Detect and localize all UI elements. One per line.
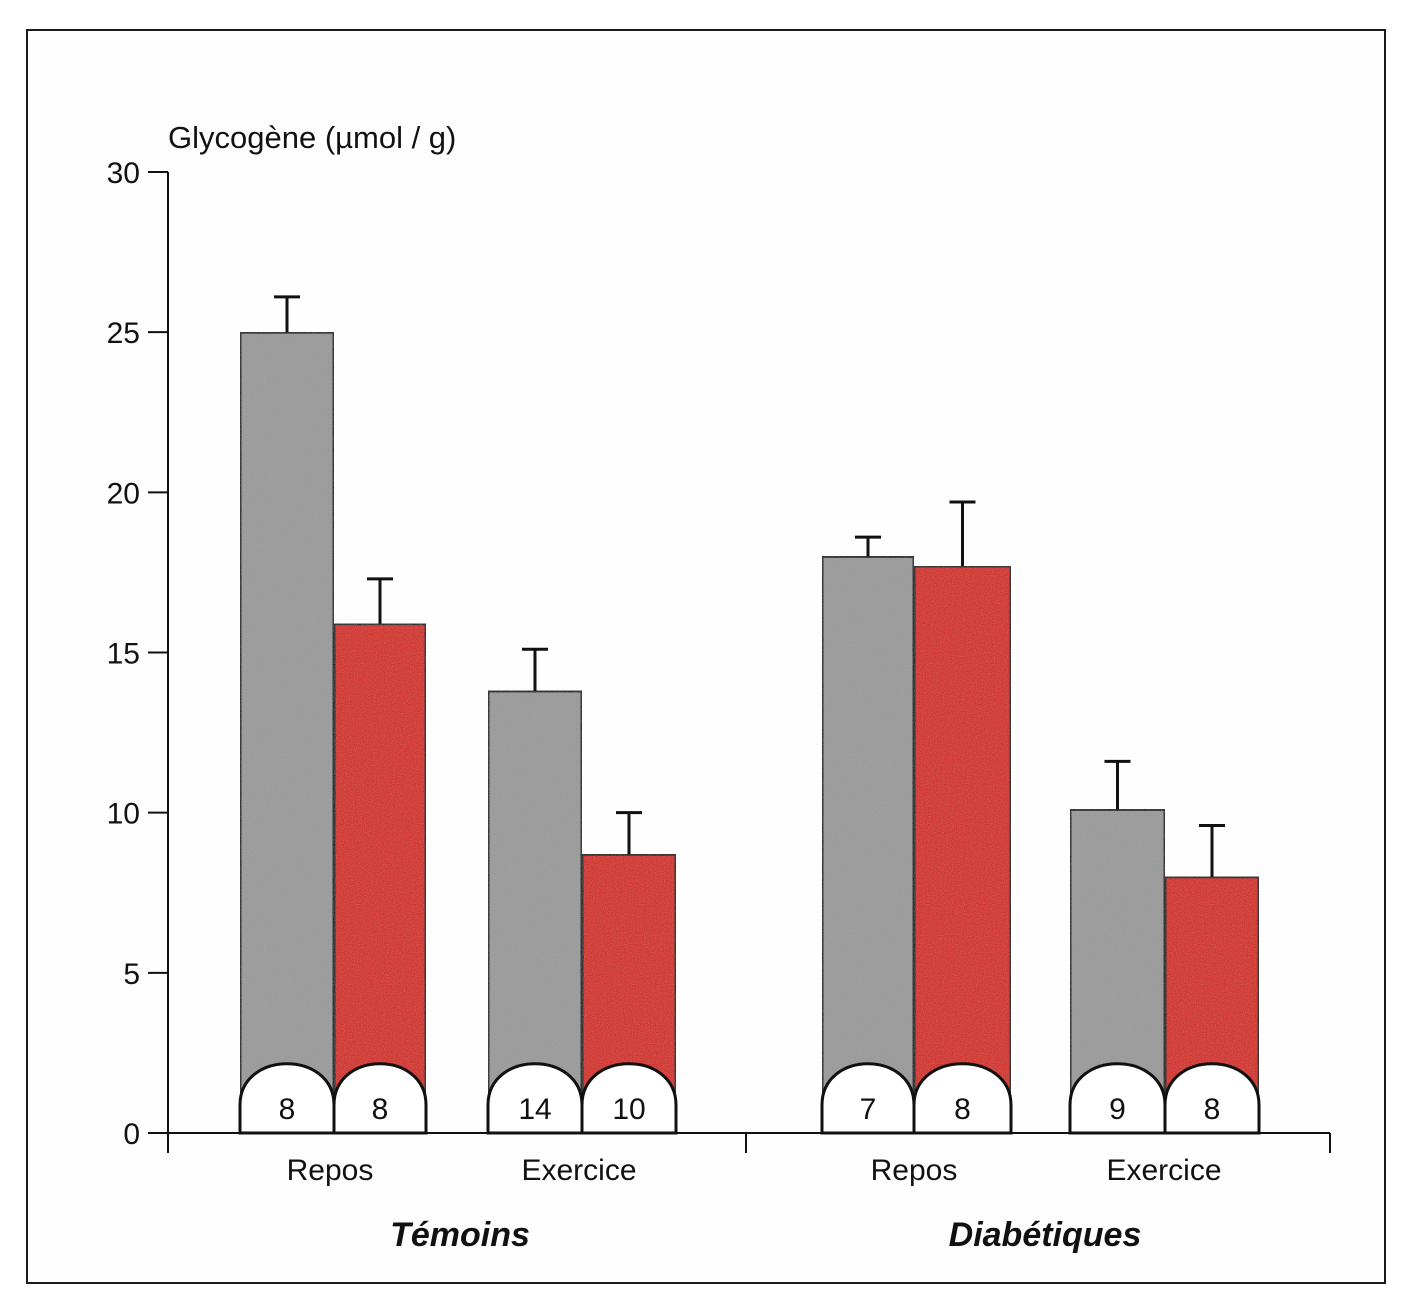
group-label: Diabétiques (949, 1216, 1142, 1254)
sample-size-label: 9 (1109, 1093, 1126, 1126)
bars (238, 295, 1261, 1135)
sample-size-label: 8 (279, 1093, 296, 1126)
group-label: Témoins (390, 1216, 530, 1254)
sample-size-label: 7 (860, 1093, 877, 1126)
sample-size-label: 14 (518, 1093, 551, 1126)
y-tick-label: 0 (123, 1118, 140, 1151)
y-tick-label: 10 (107, 798, 140, 831)
sample-size-label: 8 (372, 1093, 389, 1126)
labels: 8 8 Repos 14 10 Exercice Témoins 7 8 Repos 9 8 Exerc… (279, 1093, 1222, 1254)
sample-size-label: 10 (612, 1093, 645, 1126)
y-tick-label: 25 (107, 317, 140, 350)
category-label: Exercice (1106, 1154, 1221, 1187)
sample-size-arch (912, 1062, 1013, 1135)
category-label: Repos (871, 1154, 958, 1187)
sample-size-arch (580, 1062, 678, 1135)
category-label: Repos (287, 1154, 374, 1187)
y-axis-label: Glycogène (µmol / g) (168, 120, 456, 155)
category-label: Exercice (521, 1154, 636, 1187)
y-tick-label: 20 (107, 477, 140, 510)
sample-size-arch (332, 1062, 428, 1135)
bar (912, 564, 1013, 1135)
y-tick-label: 15 (107, 638, 140, 671)
sample-size-label: 8 (1204, 1093, 1221, 1126)
sample-size-label: 8 (954, 1093, 971, 1126)
y-tick-label: 30 (107, 157, 140, 190)
y-tick-label: 5 (123, 958, 140, 991)
bar (238, 330, 336, 1135)
bar (820, 554, 916, 1135)
sample-size-arch (1163, 1062, 1261, 1135)
bar (332, 622, 428, 1135)
